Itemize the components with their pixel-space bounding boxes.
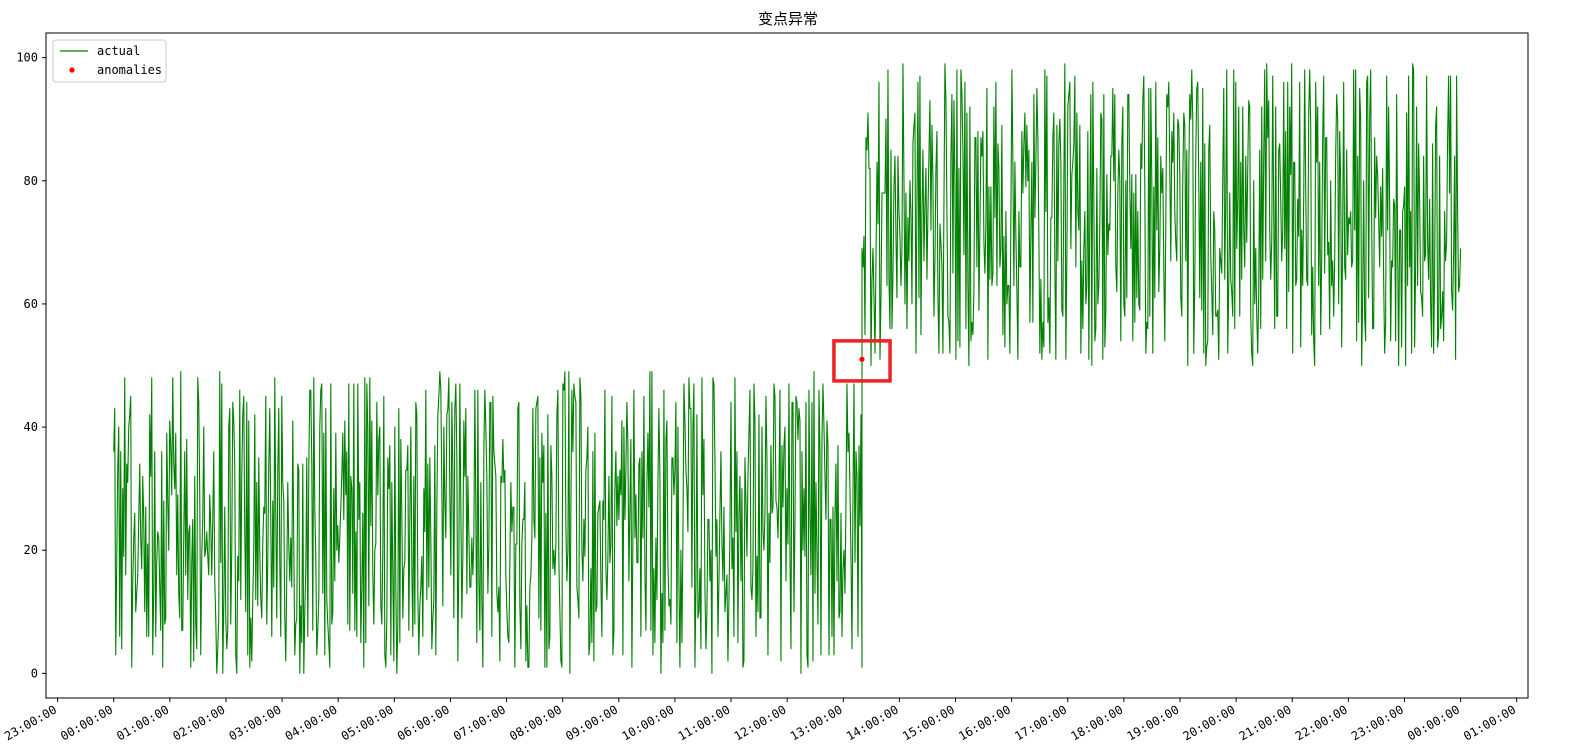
legend-anomalies-swatch xyxy=(69,67,75,73)
y-tick-label: 20 xyxy=(24,543,38,557)
anomaly-highlight-box xyxy=(832,339,892,383)
y-tick-label: 80 xyxy=(24,174,38,188)
legend: actual anomalies xyxy=(52,39,167,83)
y-tick-label: 40 xyxy=(24,420,38,434)
chart-title: 变点异常 xyxy=(758,10,818,28)
y-tick-label: 100 xyxy=(16,51,38,65)
anomaly-point xyxy=(859,356,865,362)
series-layer xyxy=(113,63,1462,674)
legend-anomalies-label: anomalies xyxy=(97,63,162,77)
actual-series-line xyxy=(113,63,1462,674)
legend-actual-label: actual xyxy=(97,44,140,58)
y-tick-label: 60 xyxy=(24,297,38,311)
y-tick-label: 0 xyxy=(31,666,38,680)
